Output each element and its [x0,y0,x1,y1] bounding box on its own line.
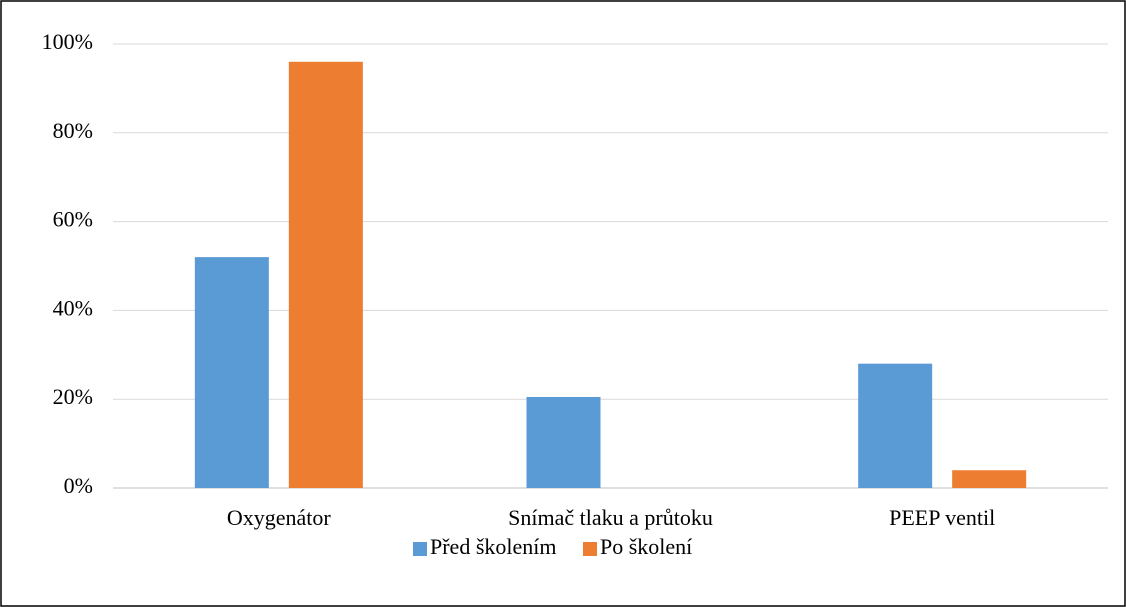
legend-swatch [583,542,597,556]
x-tick-label: Snímač tlaku a průtoku [508,505,713,530]
y-tick-label: 100% [42,29,93,54]
legend-label: Po školení [600,534,692,559]
y-tick-label: 80% [53,118,93,143]
y-tick-label: 40% [53,295,93,320]
y-tick-label: 60% [53,207,93,232]
bar [194,257,269,488]
legend-swatch [413,542,427,556]
bar [526,396,601,488]
y-tick-label: 20% [53,384,93,409]
x-tick-label: Oxygenátor [227,505,332,530]
bar [288,61,363,488]
bar [952,470,1027,488]
x-tick-label: PEEP ventil [889,505,995,530]
legend-label: Před školením [430,534,557,559]
y-tick-label: 0% [64,473,93,498]
bar [858,363,933,488]
